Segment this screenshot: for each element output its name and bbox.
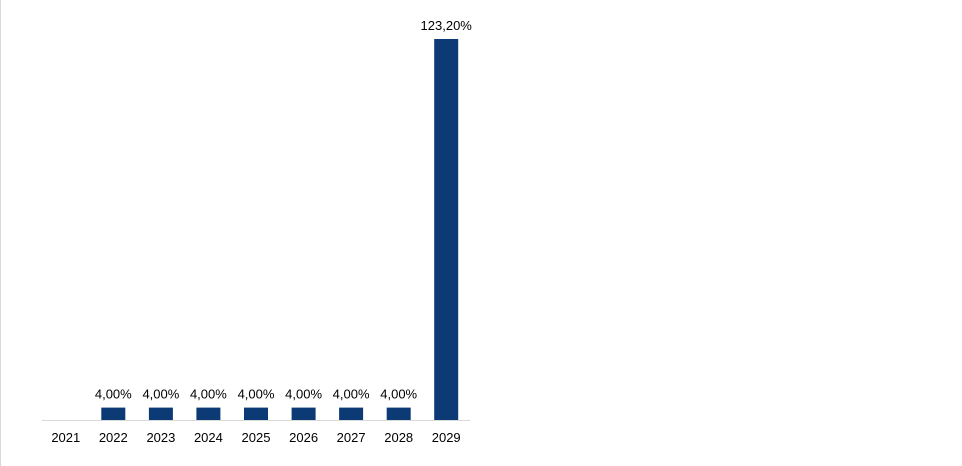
data-labels-group: 4,00% 4,00% 4,00% 4,00% 4,00% 4,00% 4,00% 123,2… — [95, 18, 472, 402]
data-label-2024: 4,00% — [190, 387, 227, 402]
bar-2023 — [148, 407, 173, 420]
x-tick-label-2027: 2027 — [337, 430, 366, 445]
bars-group — [101, 39, 459, 420]
data-label-2027: 4,00% — [333, 387, 370, 402]
x-tick-label-2021: 2021 — [51, 430, 80, 445]
data-label-2025: 4,00% — [238, 387, 275, 402]
x-tick-label-2029: 2029 — [432, 430, 461, 445]
x-tick-label-2023: 2023 — [146, 430, 175, 445]
x-tick-labels-group: 2021 2022 2023 2024 2025 2026 2027 2028 2029 — [51, 430, 460, 445]
data-label-2023: 4,00% — [142, 387, 179, 402]
bar-2027 — [339, 407, 364, 420]
bar-2025 — [244, 407, 268, 420]
frame-border — [0, 0, 1, 466]
bar-2028 — [386, 407, 411, 420]
data-label-2026: 4,00% — [285, 387, 322, 402]
data-label-2022: 4,00% — [95, 387, 132, 402]
bar-2029 — [434, 39, 459, 420]
x-tick-label-2026: 2026 — [289, 430, 318, 445]
data-label-2028: 4,00% — [380, 387, 417, 402]
x-tick-label-2028: 2028 — [384, 430, 413, 445]
bar-2026 — [291, 407, 316, 420]
x-tick-label-2022: 2022 — [99, 430, 128, 445]
x-tick-label-2024: 2024 — [194, 430, 223, 445]
x-tick-label-2025: 2025 — [242, 430, 271, 445]
data-label-2029: 123,20% — [421, 18, 473, 33]
bar-2024 — [196, 407, 221, 420]
bar-2022 — [101, 407, 126, 420]
